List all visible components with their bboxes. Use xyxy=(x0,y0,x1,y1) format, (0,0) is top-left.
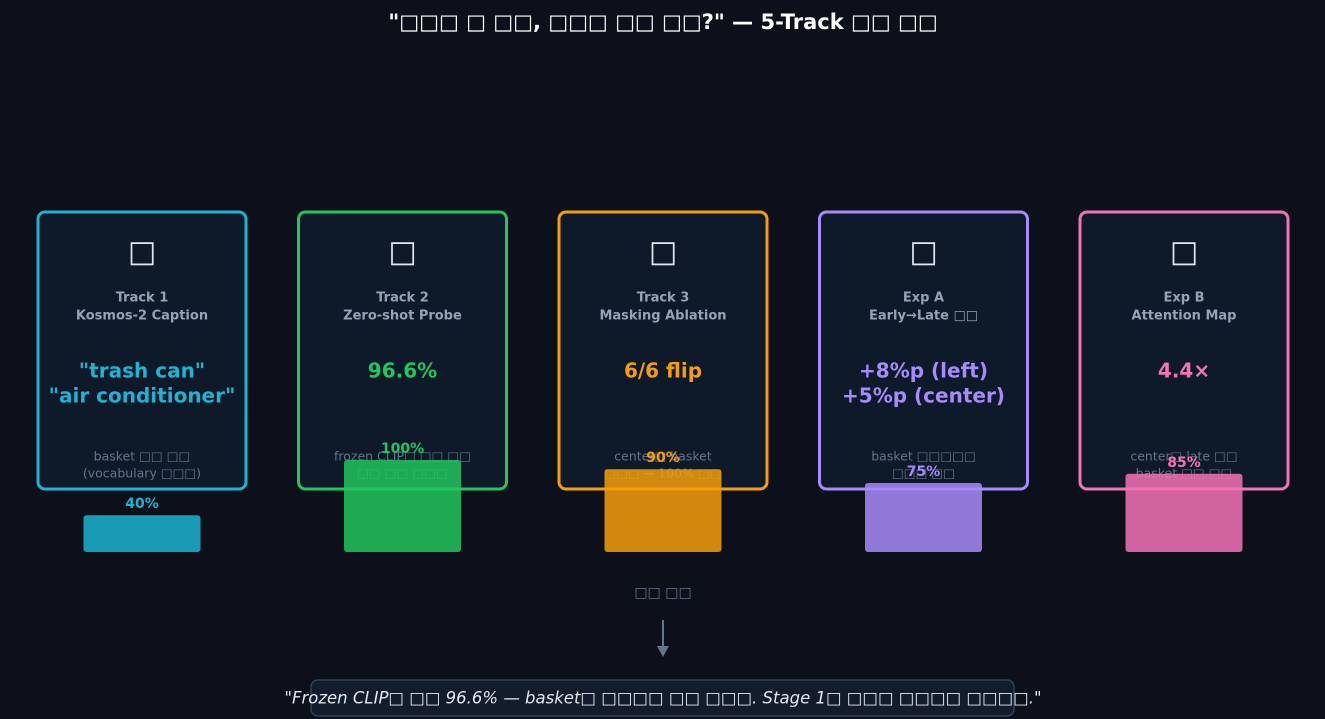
card-result: "air conditioner" xyxy=(49,384,236,408)
card-note: basket □□□□□ xyxy=(871,449,976,464)
card-note: frozen CLIP□ □□ □□ xyxy=(334,449,471,464)
card xyxy=(36,210,248,491)
bar-label: 100% xyxy=(381,441,424,457)
bar-label: 75% xyxy=(907,464,941,480)
card-result: 4.4× xyxy=(1158,359,1210,383)
card-result: 6/6 flip xyxy=(624,359,702,383)
card-icon: □ xyxy=(649,235,677,270)
conclusion-box xyxy=(310,679,1015,717)
bar-label: 85% xyxy=(1167,455,1201,471)
card-label: Early→Late □□ xyxy=(869,309,978,324)
card-note: (vocabulary □□□) xyxy=(83,466,201,481)
arrow-label: □□ □□ xyxy=(634,585,691,601)
title: "□□□ □ □□, □□□ □□ □□?" — 5-Track □□ □□ xyxy=(388,10,937,34)
bar xyxy=(344,460,461,552)
card-note: center□ basket xyxy=(614,449,712,464)
card-label: Track 2 xyxy=(376,291,429,306)
card-label: Kosmos-2 Caption xyxy=(76,309,208,324)
bar-label: 90% xyxy=(646,450,680,466)
card-label: Exp B xyxy=(1163,291,1204,306)
bar-label: 40% xyxy=(125,496,159,512)
card-icon: □ xyxy=(1170,235,1198,270)
card-icon: □ xyxy=(388,235,416,270)
arrow-head xyxy=(657,646,669,657)
card-note: basket □□ □□ xyxy=(94,449,191,464)
bar xyxy=(1125,473,1243,552)
card-icon: □ xyxy=(909,235,937,270)
card-label: Attention Map xyxy=(1132,309,1237,324)
card-result: "trash can" xyxy=(79,359,205,383)
card-note: □□□ □□ xyxy=(892,466,955,481)
card-note: center□ late □□ xyxy=(1130,449,1237,464)
conclusion: "Frozen CLIP□ □□ 96.6% — basket□ □□□□ □□… xyxy=(284,689,1041,708)
card-label: Zero-shot Probe xyxy=(343,309,462,324)
bar xyxy=(83,515,201,552)
card-label: Track 1 xyxy=(116,291,169,306)
card-label: Masking Ablation xyxy=(599,309,726,324)
card-icon: □ xyxy=(128,235,156,270)
card-result: 96.6% xyxy=(368,359,437,383)
card-result: +5%p (center) xyxy=(842,384,1005,408)
bar xyxy=(865,483,982,552)
bar xyxy=(604,469,722,552)
card-result: +8%p (left) xyxy=(859,359,988,383)
card-label: Track 3 xyxy=(637,291,690,306)
card-label: Exp A xyxy=(903,291,944,306)
